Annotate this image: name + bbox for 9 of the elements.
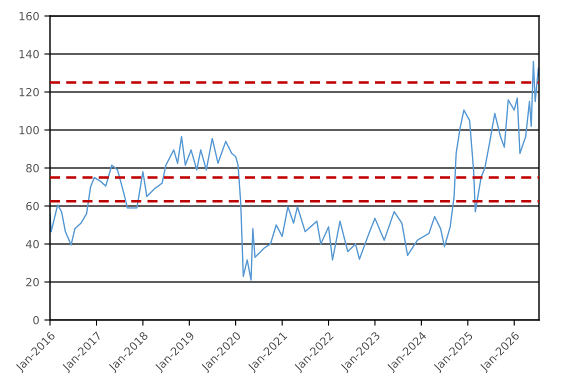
y-tick-label: 100 [20, 126, 39, 134]
y-tick-label: 160 [20, 12, 39, 20]
y-tick-label: 60 [26, 202, 39, 210]
y-tick-label: 20 [26, 278, 39, 286]
y-tick-label: 120 [20, 88, 39, 96]
y-tick-label: 0 [33, 316, 39, 324]
y-tick-label: 140 [20, 50, 39, 58]
y-tick-label: 40 [26, 240, 39, 248]
y-tick-label: 80 [26, 164, 39, 172]
